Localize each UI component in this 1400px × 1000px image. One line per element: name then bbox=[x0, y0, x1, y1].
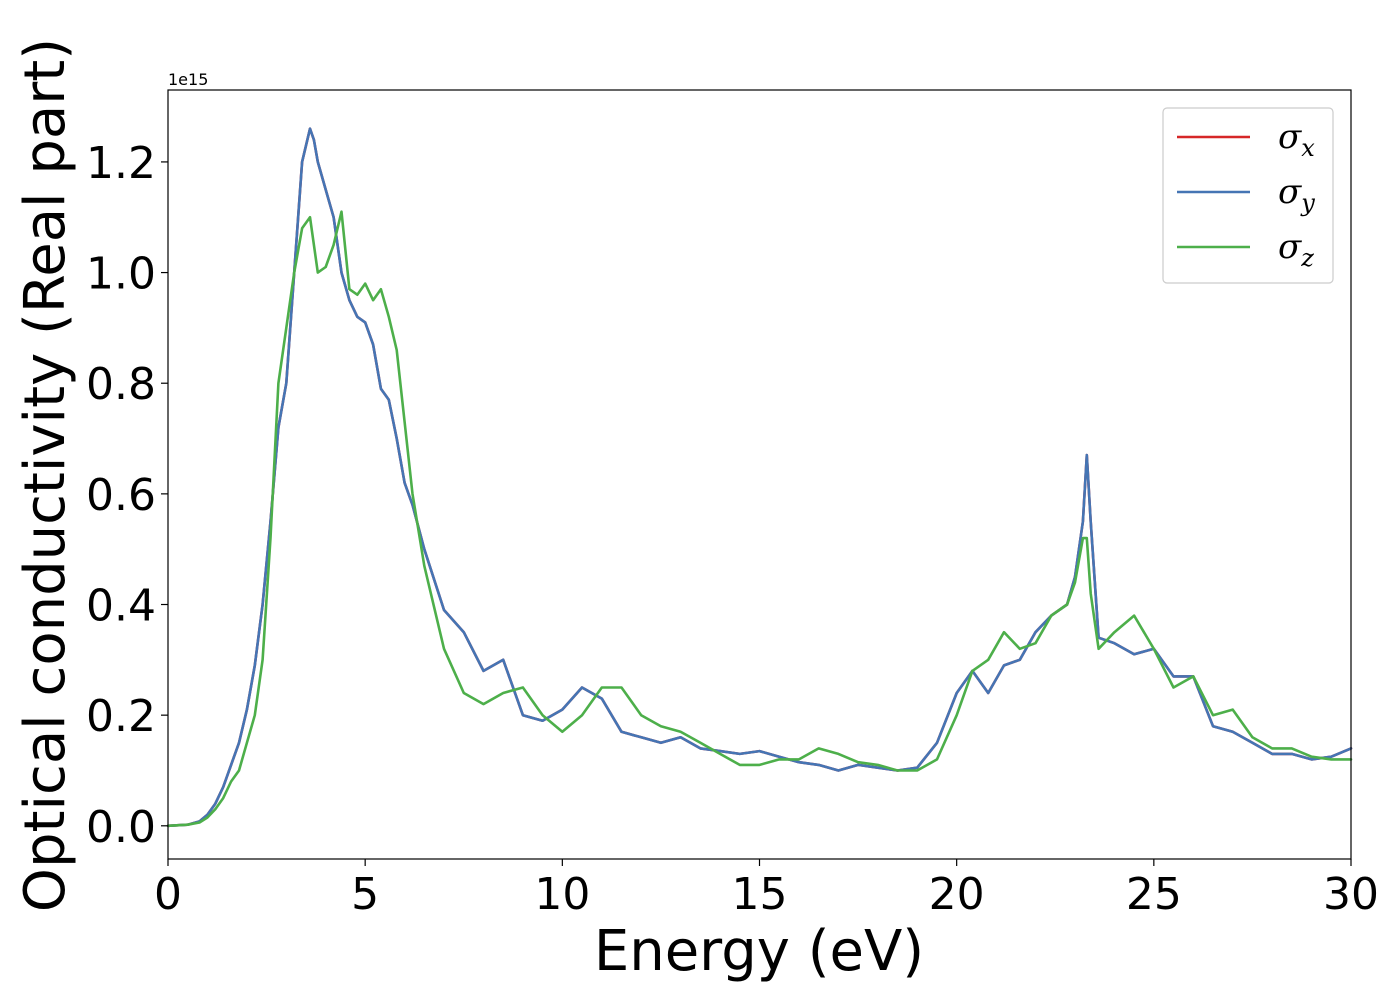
y-tick-label: 0.4 bbox=[86, 581, 156, 632]
y-tick-label: 0.0 bbox=[86, 802, 156, 853]
series-line-z bbox=[166, 210, 1353, 828]
y-tick-label: 0.6 bbox=[86, 470, 156, 521]
y-axis-title: Optical conductivity (Real part) bbox=[13, 38, 78, 912]
x-tick-label: 10 bbox=[534, 869, 590, 920]
legend-label-x: σx bbox=[1278, 117, 1315, 162]
y-axis-ticks: 0.0 0.2 0.4 0.6 0.8 1.0 1.2 bbox=[86, 138, 168, 853]
legend: σx σy σz bbox=[1162, 107, 1334, 284]
legend-label-z: σz bbox=[1278, 227, 1314, 272]
y-axis-offset-text: 1e15 bbox=[168, 70, 208, 89]
x-tick-label: 25 bbox=[1126, 869, 1182, 920]
y-tick-label: 0.8 bbox=[86, 359, 156, 410]
y-tick-label: 1.0 bbox=[86, 249, 156, 300]
x-tick-label: 5 bbox=[351, 869, 379, 920]
y-tick-label: 1.2 bbox=[86, 138, 156, 189]
series-line-y bbox=[166, 127, 1353, 828]
x-axis-ticks: 0 5 10 15 20 25 30 bbox=[154, 859, 1379, 920]
y-tick-label: 0.2 bbox=[86, 691, 156, 742]
legend-items: σx σy σz bbox=[1177, 117, 1315, 272]
legend-label-y: σy bbox=[1278, 172, 1315, 217]
x-tick-label: 15 bbox=[732, 869, 788, 920]
series-layer bbox=[166, 127, 1353, 828]
x-tick-label: 0 bbox=[154, 869, 182, 920]
x-tick-label: 20 bbox=[929, 869, 985, 920]
x-tick-label: 30 bbox=[1323, 869, 1379, 920]
x-axis-title: Energy (eV) bbox=[594, 919, 924, 984]
legend-box bbox=[1162, 107, 1334, 284]
